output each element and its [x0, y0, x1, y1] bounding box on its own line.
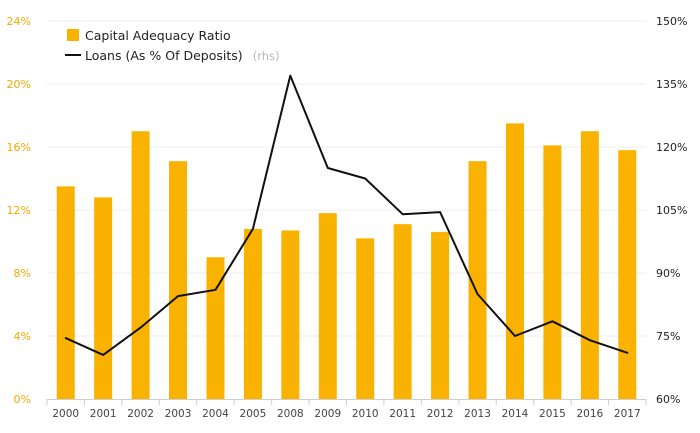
legend-rhs-suffix: (rhs)	[253, 49, 280, 63]
bar-2000	[56, 186, 75, 399]
bar-2005	[243, 228, 262, 399]
x-axis-ticks: 2000 2001 2002 2003 2004 2005 2008 2009 2010 2011…	[52, 408, 640, 420]
legend-label-loans-group: Loans (As % Of Deposits) (rhs)	[85, 45, 280, 64]
bar-2008	[281, 230, 300, 399]
right-tick-label: 75%	[656, 330, 680, 343]
legend: Capital Adequacy Ratio Loans (As % Of De…	[65, 28, 280, 64]
x-tick-label: 2010	[352, 408, 379, 420]
bar-2004	[206, 257, 225, 399]
bar-2002	[131, 131, 150, 399]
bar-2003	[169, 161, 188, 399]
legend-swatch-capital-adequacy	[67, 29, 79, 41]
loans-line	[64, 74, 629, 356]
x-tick-label: 2012	[427, 408, 454, 420]
left-tick-label: 8%	[14, 267, 31, 280]
x-tick-label: 2002	[127, 408, 154, 420]
left-tick-label: 16%	[7, 141, 31, 154]
bar-2015	[543, 145, 562, 399]
right-axis-ticks: 60% 75% 90% 105% 120% 135% 150%	[656, 15, 687, 406]
x-tick-label: 2013	[464, 408, 491, 420]
bar-2017	[618, 150, 637, 399]
right-tick-label: 120%	[656, 141, 687, 154]
left-tick-label: 4%	[14, 330, 31, 343]
x-tick-label: 2016	[576, 408, 603, 420]
right-tick-label: 135%	[656, 78, 687, 91]
right-tick-label: 60%	[656, 393, 680, 406]
bar-2010	[356, 238, 375, 399]
left-tick-label: 20%	[7, 78, 31, 91]
x-tick-label: 2003	[165, 408, 192, 420]
x-tick-label: 2009	[314, 408, 341, 420]
bar-series	[56, 123, 637, 399]
bar-2014	[505, 123, 524, 399]
x-tick-label: 2015	[539, 408, 566, 420]
axes	[46, 399, 647, 405]
bar-2001	[94, 197, 113, 399]
x-tick-label: 2005	[240, 408, 267, 420]
bar-2011	[393, 224, 412, 399]
bar-2012	[431, 232, 450, 399]
x-tick-label: 2004	[202, 408, 229, 420]
legend-label-capital-adequacy: Capital Adequacy Ratio	[85, 28, 231, 43]
bar-2016	[580, 131, 599, 399]
legend-label-loans: Loans (As % Of Deposits)	[85, 48, 243, 63]
bar-2013	[468, 161, 487, 399]
x-tick-label: 2017	[614, 408, 641, 420]
x-tick-label: 2008	[277, 408, 304, 420]
left-tick-label: 12%	[7, 204, 31, 217]
x-tick-label: 2000	[52, 408, 79, 420]
bar-2009	[318, 213, 337, 399]
x-tick-label: 2001	[90, 408, 117, 420]
left-axis-ticks: 0% 4% 8% 12% 16% 20% 24%	[7, 15, 31, 406]
x-tick-label: 2011	[389, 408, 416, 420]
right-tick-label: 150%	[656, 15, 687, 28]
left-tick-label: 0%	[14, 393, 31, 406]
right-tick-label: 105%	[656, 204, 687, 217]
right-tick-label: 90%	[656, 267, 680, 280]
x-tick-label: 2014	[502, 408, 529, 420]
line-series	[64, 74, 629, 356]
left-tick-label: 24%	[7, 15, 31, 28]
